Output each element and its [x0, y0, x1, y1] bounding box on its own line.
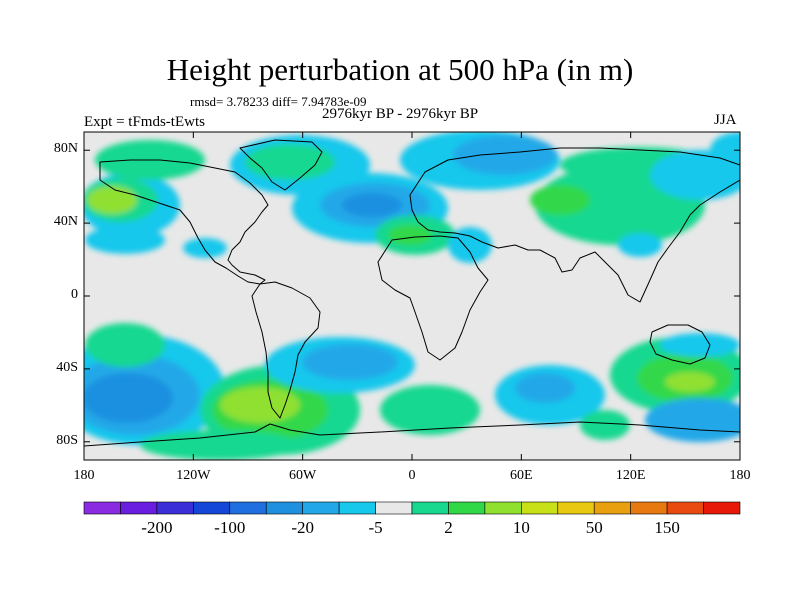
- colorbar-label: -200: [141, 518, 173, 537]
- australia-outline: [649, 324, 711, 365]
- time-subtitle: 2976kyr BP - 2976kyr BP: [322, 106, 479, 122]
- colorbar-box: [302, 501, 340, 515]
- lat-tick-label: 80S: [56, 432, 78, 448]
- colorbar-box: [375, 501, 413, 515]
- rmsd-stats: rmsd= 3.78233 diff= 7.94783e-09: [190, 94, 367, 109]
- lon-tick-label: 120W: [176, 468, 211, 483]
- colorbar-box: [666, 501, 704, 515]
- north-america-outline: [99, 159, 269, 285]
- colorbar-label: 2: [444, 518, 453, 537]
- colorbar-box: [521, 501, 559, 515]
- colorbar-box: [448, 501, 486, 515]
- colorbar-label: -100: [214, 518, 246, 537]
- lat-tick-label: 0: [71, 287, 78, 302]
- colorbar-label: 150: [654, 518, 680, 537]
- colorbar-box: [484, 501, 522, 515]
- colorbar-box: [557, 501, 595, 515]
- colorbar-box: [120, 501, 158, 515]
- colorbar-box: [265, 501, 303, 515]
- colorbar-box: [229, 501, 267, 515]
- antarctica-outline: [84, 421, 740, 447]
- lon-tick-label: 180: [729, 468, 751, 483]
- lat-tick-label: 40S: [56, 359, 78, 375]
- axis-ticks: [83, 132, 741, 460]
- colorbar-label: 10: [512, 518, 530, 537]
- colorbar-box: [703, 501, 741, 515]
- map-title: Height perturbation at 500 hPa (in m): [166, 52, 634, 87]
- lon-tick-label: 60W: [289, 468, 317, 483]
- lon-tick-label: 0: [408, 468, 416, 483]
- experiment-label: Expt = tFmds-tEwts: [84, 114, 205, 130]
- colorbar-label: 50: [585, 518, 603, 537]
- greenland-outline: [239, 139, 323, 191]
- colorbar-label: -20: [291, 518, 314, 537]
- lat-tick-label: 40N: [53, 214, 78, 230]
- lon-tick-label: 120E: [615, 468, 646, 483]
- lat-tick-label: 80N: [53, 141, 78, 157]
- lon-tick-label: 60E: [510, 468, 533, 483]
- lon-tick-label: 180: [73, 468, 95, 483]
- colorbar-box: [338, 501, 376, 515]
- colorbar-label: -5: [368, 518, 383, 537]
- colorbar-box: [156, 501, 194, 515]
- contour-field: [84, 132, 740, 460]
- south-america-outline: [251, 281, 321, 419]
- colorbar-box: [630, 501, 668, 515]
- colorbar-box: [193, 501, 231, 515]
- eurasia-outline: [409, 147, 740, 303]
- colorbar-box: [593, 501, 631, 515]
- season-label: JJA: [714, 112, 737, 128]
- colorbar-box: [83, 501, 121, 515]
- africa-outline: [377, 235, 489, 361]
- colorbar-box: [411, 501, 449, 515]
- colorbar: [83, 501, 741, 515]
